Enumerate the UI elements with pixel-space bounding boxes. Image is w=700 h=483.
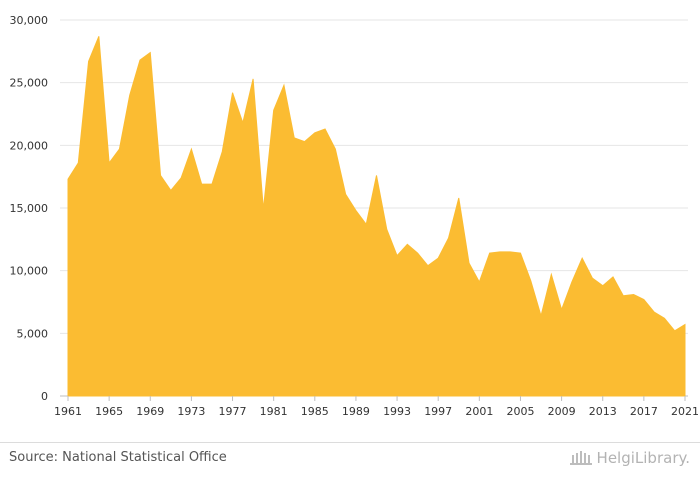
y-tick-label: 5,000 bbox=[17, 327, 49, 340]
x-tick-label: 1961 bbox=[54, 405, 82, 418]
y-axis: 0 5,000 10,000 15,000 20,000 25,000 30,000 bbox=[10, 14, 49, 403]
x-tick-label: 2013 bbox=[589, 405, 617, 418]
x-tick-label: 2017 bbox=[630, 405, 658, 418]
helgilibrary-logo: HelgiLibrary. bbox=[569, 449, 690, 467]
x-tick-label: 2009 bbox=[548, 405, 576, 418]
y-tick-label: 10,000 bbox=[10, 265, 49, 278]
y-tick-label: 0 bbox=[41, 390, 48, 403]
x-axis: 1961 1965 1969 1973 1977 1981 1985 1989 1993 1997… bbox=[54, 396, 699, 418]
logo-text: HelgiLibrary. bbox=[596, 449, 690, 467]
y-tick-label: 25,000 bbox=[10, 77, 49, 90]
x-tick-label: 2005 bbox=[506, 405, 534, 418]
x-tick-label: 2001 bbox=[465, 405, 493, 418]
x-tick-label: 1993 bbox=[383, 405, 411, 418]
y-tick-label: 30,000 bbox=[10, 14, 49, 27]
series-area bbox=[67, 36, 686, 397]
x-tick-label: 2021 bbox=[671, 405, 699, 418]
x-tick-label: 1969 bbox=[136, 405, 164, 418]
y-tick-label: 15,000 bbox=[10, 202, 49, 215]
library-columns-icon bbox=[569, 451, 592, 465]
area-chart: 0 5,000 10,000 15,000 20,000 25,000 30,000 196… bbox=[10, 14, 700, 418]
area-series bbox=[67, 36, 686, 397]
x-tick-label: 1973 bbox=[177, 405, 205, 418]
footer-divider bbox=[0, 442, 700, 443]
x-tick-label: 1981 bbox=[260, 405, 288, 418]
x-tick-label: 1997 bbox=[424, 405, 452, 418]
source-note: Source: National Statistical Office bbox=[9, 450, 227, 465]
x-tick-label: 1989 bbox=[342, 405, 370, 418]
x-tick-label: 1977 bbox=[219, 405, 247, 418]
x-tick-label: 1965 bbox=[95, 405, 123, 418]
x-tick-label: 1985 bbox=[301, 405, 329, 418]
y-tick-label: 20,000 bbox=[10, 139, 49, 152]
